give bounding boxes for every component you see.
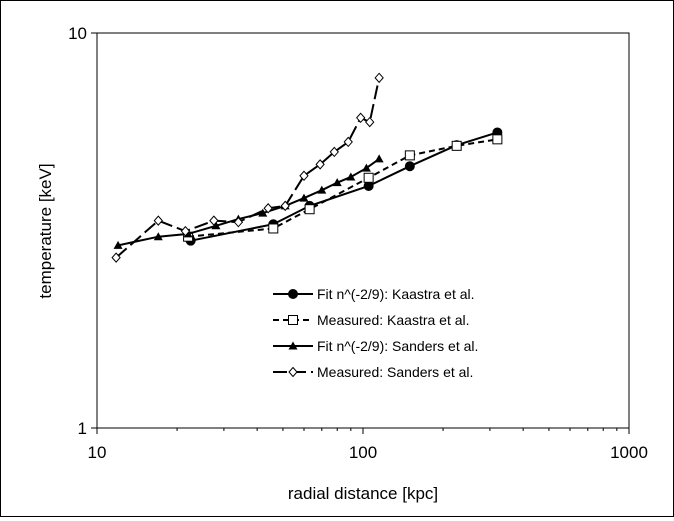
x-axis-label: radial distance [kpc] [288,484,438,503]
data-point [258,208,268,217]
data-point [233,216,244,228]
data-point [211,221,221,230]
data-point [304,204,315,215]
legend-item: Fit n^(-2/9): Kaastra et al. [273,286,475,302]
series-layer [111,72,503,263]
data-point [492,134,503,145]
data-point [263,203,273,214]
data-point [299,193,309,202]
data-point [299,170,309,182]
legend-item: Measured: Kaastra et al. [273,312,470,328]
data-point [111,252,121,263]
data-point [332,178,342,187]
data-point [374,72,384,84]
data-point [153,232,163,241]
data-point [315,159,325,170]
data-point [268,223,279,234]
legend: Fit n^(-2/9): Kaastra et al. Measured: Ka… [273,286,478,380]
data-point [365,116,375,128]
series-line [115,77,381,259]
data-point [153,215,163,226]
legend-label: Measured: Kaastra et al. [317,312,470,328]
legend-label: Fit n^(-2/9): Kaastra et al. [317,286,475,302]
data-point [361,163,371,172]
legend-marker [288,315,298,325]
data-point [346,172,356,181]
data-point [209,215,219,226]
x-tick-label: 100 [349,443,377,462]
legend-marker [288,341,298,350]
data-point [363,180,374,191]
data-point [180,225,191,237]
data-point [113,240,123,249]
data-point [404,161,415,172]
data-point [451,140,462,151]
data-point [404,150,415,161]
legend-marker [288,289,298,299]
y-tick-label: 10 [68,24,87,43]
data-point [374,154,384,163]
data-point [280,200,290,212]
data-point [329,146,339,158]
series-4 [111,72,384,263]
legend-item: Measured: Sanders et al. [273,364,473,380]
y-tick-label: 1 [78,419,87,438]
data-point [363,172,374,183]
legend-marker [288,366,298,378]
data-point [355,112,366,124]
data-point [317,185,327,194]
data-point [343,136,353,148]
x-tick-label: 10 [88,443,107,462]
legend-label: Fit n^(-2/9): Sanders et al. [317,338,478,354]
x-tick-label: 1000 [610,443,648,462]
legend-item: Fit n^(-2/9): Sanders et al. [273,338,478,354]
y-axis-label: temperature [keV] [36,163,55,298]
legend-label: Measured: Sanders et al. [317,364,473,380]
